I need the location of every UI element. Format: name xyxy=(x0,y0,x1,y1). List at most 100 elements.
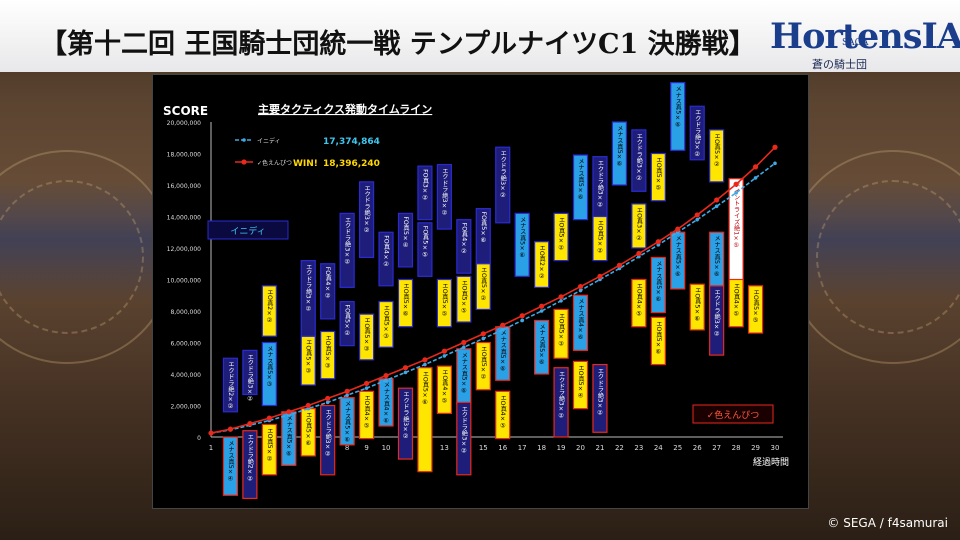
tactic-box xyxy=(572,154,589,221)
tactic-box xyxy=(709,129,725,183)
tactic-box-label: メナス真5×⑥ xyxy=(499,330,506,373)
logo-saga-text: SAGA xyxy=(842,38,869,48)
series-point xyxy=(305,402,311,409)
tactic-box xyxy=(397,387,414,460)
series-point xyxy=(695,217,700,222)
tactic-box-label: FO真5×⑥ xyxy=(480,212,487,245)
tactic-box-label: メナス真5×⑥ xyxy=(577,158,584,201)
tactic-box xyxy=(631,203,647,249)
tactic-box-label: エO真5×⑥ xyxy=(655,320,662,355)
tactic-box xyxy=(534,241,550,288)
series-point xyxy=(325,395,331,402)
tactic-box xyxy=(572,294,589,351)
tactic-box-label: エO真5×② xyxy=(266,427,273,462)
tactic-box xyxy=(514,212,530,277)
y-tick-label: 12,000,000 xyxy=(167,246,202,253)
x-axis-title: 経過時間 xyxy=(753,456,789,468)
tactic-box-label: エO真4×⑤ xyxy=(363,394,370,429)
tactic-box-label: エO真5×③ xyxy=(382,305,389,340)
x-tick-label: 13 xyxy=(440,444,449,452)
tactic-box xyxy=(631,129,647,192)
team-label-lower: ✓色えんぴつ xyxy=(707,409,760,421)
series-point xyxy=(636,250,642,257)
tactic-box-label: エO真5×⑥ xyxy=(421,371,428,406)
tactic-box-label: ポイントライズ絶1×⑤ xyxy=(733,182,740,250)
tactic-box-label: エクドラ絶3×② xyxy=(557,371,564,420)
tactic-box-label: エO真5×⑤ xyxy=(752,289,759,324)
team-label-upper: イニディ xyxy=(230,225,265,237)
tactic-box xyxy=(320,330,336,380)
series-point xyxy=(520,318,524,323)
series-point xyxy=(403,370,408,375)
tactic-box-label: エクドラ絶2×② xyxy=(246,434,253,483)
tactic-box xyxy=(689,105,705,161)
tactic-box-label: FO真5×④ xyxy=(402,216,409,249)
logo-subtitle: 蒼の騎士団 xyxy=(812,58,867,71)
legend-label-inidi: イニディ xyxy=(257,137,281,145)
page-title: 【第十二回 王国騎士団統一戦 テンプルナイツC1 決勝戦】 xyxy=(40,29,756,60)
series-point xyxy=(539,309,544,313)
series-point xyxy=(539,303,545,309)
x-tick-label: 24 xyxy=(654,444,663,452)
series-point xyxy=(423,362,427,367)
tactic-box-label: FO真5×⑤ xyxy=(421,226,428,259)
x-tick-label: 29 xyxy=(751,444,760,452)
score-timeline-chart: 0 2,000,000 4,000,000 6,000,000 8,000,000 10,… xyxy=(163,82,789,500)
left-ornament-inner xyxy=(0,180,144,334)
tactic-box xyxy=(495,390,511,440)
tactic-box-label: メナス真5×⑥ xyxy=(538,323,545,366)
tactic-box-label: メナス真5×⑥ xyxy=(674,235,681,278)
tactic-box xyxy=(436,365,452,414)
tactic-box-label: エクドラ絶3×② xyxy=(596,368,603,417)
tactic-box-label: エクドラ絶2×② xyxy=(227,361,234,410)
copyright-text: © SEGA / f4samurai xyxy=(827,516,948,530)
tactic-box xyxy=(650,316,666,366)
series-point xyxy=(772,144,778,150)
game-logo: HortensIA SAGA 蒼の騎士団 xyxy=(770,6,960,72)
tactic-box-label: エクドラ絶3×② xyxy=(246,353,253,402)
tactic-box xyxy=(397,212,414,268)
right-ornament-inner xyxy=(816,180,960,334)
tactic-box-label: エクドラ絶3×② xyxy=(499,150,506,199)
y-tick-label: 14,000,000 xyxy=(167,215,202,222)
series-point xyxy=(500,328,505,332)
tactic-box xyxy=(709,231,725,287)
legend-score-iroenpitsu: 18,396,240 xyxy=(323,159,380,169)
tactic-box xyxy=(456,219,472,274)
x-tick-label: 8 xyxy=(345,444,349,452)
tactic-box-label: メナス真5×③ xyxy=(266,346,273,389)
series-point xyxy=(558,294,564,300)
series-point xyxy=(266,415,272,421)
tactic-box-label: エO真4×⑤ xyxy=(499,394,506,429)
series-point xyxy=(694,212,700,218)
series-point xyxy=(752,164,759,170)
tactic-box xyxy=(553,212,569,262)
series-point xyxy=(441,348,447,354)
tactic-box-label: メナス真5×⑥ xyxy=(616,125,623,168)
tactic-box xyxy=(456,401,472,476)
series-point xyxy=(714,204,719,209)
x-tick-label: 18 xyxy=(537,444,546,452)
series-point xyxy=(227,426,234,432)
tactic-box xyxy=(300,260,316,337)
series-line xyxy=(210,162,776,434)
tactic-box xyxy=(261,423,277,476)
tactic-box-label: エクドラ絶3×② xyxy=(343,216,350,265)
tactic-box xyxy=(650,152,666,202)
team-label-box-lower xyxy=(692,404,774,424)
tactic-box-label: エクドラ絶3×② xyxy=(635,133,642,182)
legend-score-inidi: 17,374,864 xyxy=(323,137,380,147)
legend-marker-inidi xyxy=(242,138,246,142)
title-banner xyxy=(0,0,960,72)
x-tick-label: 30 xyxy=(771,444,780,452)
tactic-box-label: メナス真5×⑥ xyxy=(655,260,662,303)
series-point xyxy=(247,421,253,427)
tactic-box xyxy=(320,263,336,320)
tactic-box-label: メナス真5×⑥ xyxy=(674,86,681,129)
tactic-box xyxy=(261,341,277,407)
tactic-box-label: エO真4×⑤ xyxy=(733,283,740,318)
y-tick-label: 10,000,000 xyxy=(167,278,202,285)
x-tick-label: 17 xyxy=(518,444,527,452)
x-tick-label: 28 xyxy=(732,444,741,452)
tactic-box xyxy=(534,319,550,375)
